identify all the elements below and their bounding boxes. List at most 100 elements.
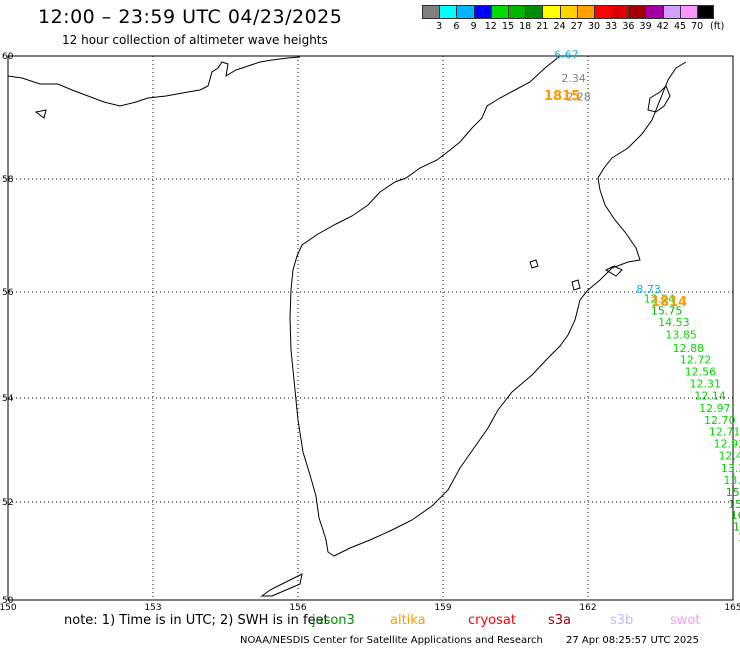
colorbar-swatch — [559, 5, 577, 19]
wave-height-value: 12.97 — [699, 402, 731, 415]
wave-height-value: 15.48 — [726, 486, 740, 499]
map-subtitle: 12 hour collection of altimeter wave hei… — [62, 33, 328, 47]
wave-height-value: 16.2 — [731, 509, 740, 522]
colorbar-label: 30 — [587, 21, 601, 32]
wave-height-value: 2.28 — [566, 90, 591, 103]
wave-height-value: 12.24 — [644, 293, 676, 306]
lat-tick-label: 56 — [2, 288, 14, 298]
wave-height-value: 12.88 — [673, 342, 705, 355]
wave-height-value: 2.34 — [561, 72, 586, 85]
colorbar-label: 15 — [501, 21, 515, 32]
colorbar-label: 33 — [605, 21, 618, 32]
credit-text: NOAA/NESDIS Center for Satellite Applica… — [240, 635, 543, 646]
lon-tick-label: 159 — [434, 603, 451, 613]
colorbar-swatch — [525, 5, 543, 19]
colorbar-label: 36 — [622, 21, 635, 32]
units-note: note: 1) Time is in UTC; 2) SWH is in fe… — [64, 613, 329, 628]
wave-height-value: 12.72 — [680, 354, 712, 367]
colorbar-label: 12 — [484, 21, 497, 32]
colorbar-label: 45 — [673, 21, 687, 32]
colorbar-swatch — [490, 5, 508, 19]
kuril-island-paramushir — [260, 573, 303, 597]
colorbar-swatch — [542, 5, 560, 19]
okhotsk-north-coast — [7, 56, 301, 107]
coastline — [7, 55, 687, 597]
timestamp-text: 27 Apr 08:25:57 UTC 2025 — [566, 635, 699, 646]
commander-islands — [604, 265, 623, 277]
lat-tick-label: 58 — [2, 175, 14, 185]
lon-tick-label: 150 — [0, 603, 17, 613]
wave-height-observations: 6.67 2.34 2.28 8.7312.2415.7514.5313.8512.8… — [554, 48, 740, 544]
colorbar-swatch — [662, 5, 680, 19]
colorbar-label: 3 — [436, 21, 443, 32]
wave-height-value: 8.73 — [636, 283, 661, 296]
wave-height-value: 15.75 — [651, 304, 683, 317]
colorbar-swatch — [697, 5, 715, 19]
colorbar-label: 70 — [691, 21, 704, 32]
wave-height-value: 18 — [738, 531, 740, 544]
colorbar-label: 9 — [470, 21, 477, 32]
small-island-2 — [571, 279, 581, 291]
colorbar-label: 21 — [536, 21, 549, 32]
colorbar-label: 42 — [656, 21, 669, 32]
wave-height-value: 13.07 — [723, 474, 740, 487]
wave-height-value: 16.4 — [733, 520, 740, 533]
lon-tick-label: 153 — [144, 603, 161, 613]
wave-height-value: 13.23 — [721, 462, 740, 475]
wave-height-value: 12.92 — [714, 437, 740, 450]
colorbar-swatch — [628, 5, 646, 19]
wave-height-value: 14.53 — [658, 316, 690, 329]
satellite-legend-jason3: jason3 — [312, 613, 355, 628]
wave-height-value: 12.14 — [694, 390, 726, 403]
lon-tick-label: 156 — [289, 603, 306, 613]
colorbar-swatch — [679, 5, 697, 19]
wave-height-value: 6.67 — [554, 48, 579, 61]
colorbar-swatch — [645, 5, 663, 19]
wave-height-value: 12.44 — [719, 449, 740, 462]
kamchatka-west-coast — [289, 55, 561, 557]
wave-height-value: 12.71 — [709, 425, 740, 438]
colorbar-swatch — [593, 5, 612, 19]
satellite-legend-s3a: s3a — [548, 613, 572, 628]
small-island-3 — [34, 109, 47, 119]
colorbar-label: 6 — [453, 21, 460, 32]
map-frame — [7, 55, 734, 601]
satellite-legend-swot: swot — [670, 613, 701, 628]
wave-height-value: 15.95 — [728, 498, 740, 511]
lat-tick-label: 54 — [2, 394, 14, 404]
track-labels: 1815 1814 — [544, 89, 687, 310]
lon-tick-label: 162 — [579, 603, 596, 613]
wave-height-value: 12.31 — [690, 377, 722, 390]
lon-tick-label: 165 — [724, 603, 740, 613]
wave-height-colorbar — [422, 5, 715, 19]
colorbar-swatch — [507, 5, 526, 19]
colorbar-swatch — [611, 5, 629, 19]
wave-height-value: 13.85 — [665, 329, 697, 342]
colorbar-labels: 3 6 9 12 15 18 21 24 27 30 33 36 39 42 45 70 (ft) — [422, 21, 732, 33]
colorbar-label: 18 — [519, 21, 532, 32]
lat-tick-label: 50 — [2, 596, 14, 606]
satellite-legend-altika: altika — [390, 613, 426, 628]
satellite-legend-cryosat: cryosat — [468, 613, 516, 628]
wave-height-value: 12.70 — [704, 414, 736, 427]
colorbar-label: 24 — [553, 21, 566, 32]
track-id-label: 1814 — [651, 295, 687, 310]
graticule: 150 153 156 159 162 165 60 58 56 54 52 50 — [0, 52, 740, 613]
colorbar-unit: (ft) — [710, 21, 725, 32]
colorbar-swatch — [456, 5, 474, 19]
colorbar-swatch — [439, 5, 457, 19]
colorbar-label: 39 — [639, 21, 652, 32]
colorbar-swatch — [422, 5, 440, 19]
small-island-1 — [529, 259, 539, 269]
colorbar-label: 27 — [570, 21, 583, 32]
karaginsky-island — [647, 85, 671, 113]
kamchatka-east-coast — [333, 61, 687, 557]
map-title: 12:00 – 23:59 UTC 04/23/2025 — [38, 6, 343, 28]
lat-tick-label: 52 — [2, 498, 13, 508]
colorbar-swatch — [473, 5, 491, 19]
colorbar-swatch — [576, 5, 594, 19]
track-id-label: 1815 — [544, 89, 580, 104]
wave-height-value: 12.56 — [685, 366, 717, 379]
lat-tick-label: 60 — [2, 52, 14, 62]
